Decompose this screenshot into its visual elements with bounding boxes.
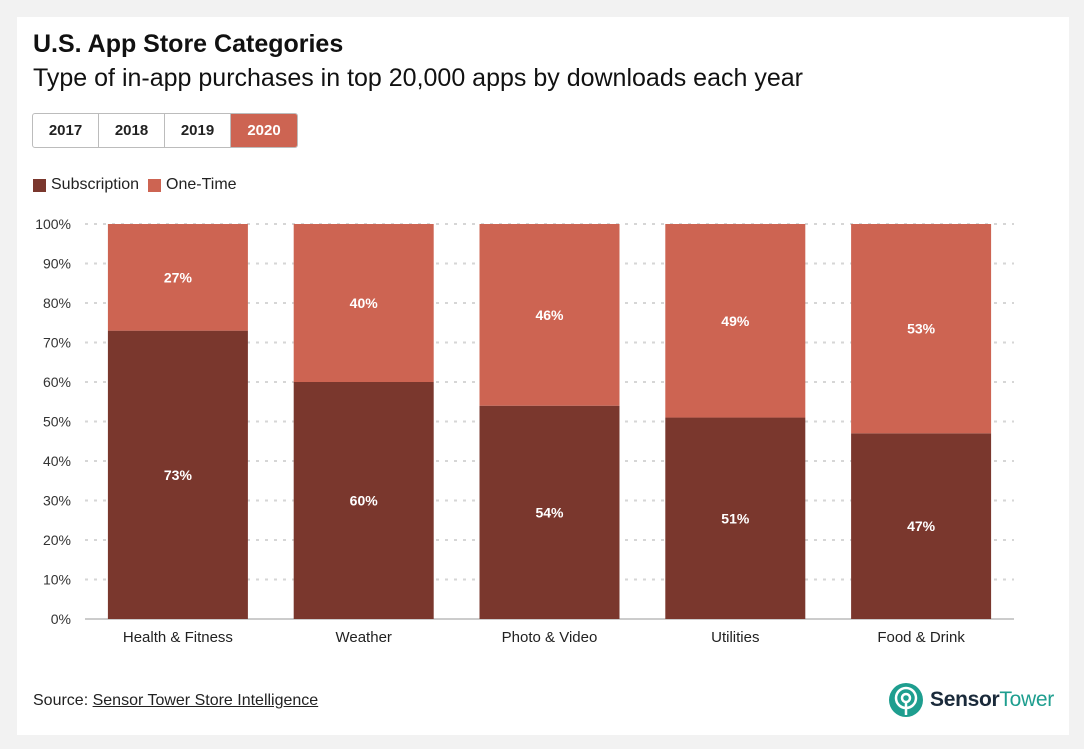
data-label: 49%	[721, 313, 750, 329]
legend-swatch-subscription	[33, 178, 46, 192]
year-tab-group: 2017 2018 2019 2020	[32, 113, 298, 148]
x-tick-label: Photo & Video	[502, 629, 598, 646]
data-label: 47%	[907, 518, 936, 534]
data-label: 53%	[907, 321, 936, 337]
legend-label-subscription: Subscription	[51, 176, 140, 193]
tab-2017[interactable]: 2017	[33, 114, 99, 147]
bar-subscription	[479, 405, 620, 619]
x-tick-label: Weather	[335, 629, 391, 646]
y-tick-label: 80%	[43, 295, 71, 311]
source-line: Source: Sensor Tower Store Intelligence	[33, 692, 318, 710]
chart-subtitle: Type of in-app purchases in top 20,000 a…	[33, 64, 803, 92]
chart-legend: Subscription One-Time	[33, 176, 246, 194]
y-tick-label: 20%	[43, 532, 71, 548]
source-link[interactable]: Sensor Tower Store Intelligence	[92, 692, 319, 709]
legend-swatch-one-time	[148, 178, 162, 192]
data-label: 27%	[164, 269, 193, 285]
data-label: 60%	[350, 493, 379, 509]
tab-2018[interactable]: 2018	[99, 114, 165, 147]
chart-title: U.S. App Store Categories	[33, 30, 344, 58]
legend-item-one-time[interactable]: One-Time	[148, 176, 237, 194]
x-tick-label: Health & Fitness	[123, 629, 233, 646]
bar-subscription	[107, 330, 248, 619]
tab-2019[interactable]: 2019	[165, 114, 231, 147]
y-tick-label: 30%	[43, 493, 71, 509]
bar-subscription	[851, 433, 992, 619]
x-tick-label: Food & Drink	[877, 629, 965, 646]
sensor-tower-logo-icon	[889, 683, 923, 717]
y-tick-label: 100%	[35, 216, 71, 232]
tab-2020[interactable]: 2020	[231, 114, 297, 147]
x-tick-label: Utilities	[711, 629, 759, 646]
data-label: 46%	[535, 307, 564, 323]
data-label: 51%	[721, 510, 750, 526]
y-tick-label: 90%	[43, 256, 71, 272]
legend-item-subscription[interactable]: Subscription	[33, 176, 139, 194]
bar-one-time	[107, 224, 248, 331]
sensor-tower-logo-text: SensorTower	[930, 688, 1054, 711]
y-tick-label: 50%	[43, 414, 71, 430]
y-tick-label: 70%	[43, 335, 71, 351]
sensor-tower-logo[interactable]: SensorTower	[888, 682, 1054, 718]
data-label: 73%	[164, 467, 193, 483]
y-tick-label: 60%	[43, 374, 71, 390]
bar-subscription	[665, 417, 806, 619]
bar-one-time	[479, 224, 620, 406]
y-tick-label: 0%	[51, 611, 71, 627]
bar-subscription	[293, 382, 434, 619]
bar-one-time	[851, 224, 992, 434]
y-tick-label: 10%	[43, 572, 71, 588]
source-prefix: Source:	[33, 692, 89, 709]
bar-one-time	[293, 224, 434, 382]
data-label: 54%	[535, 504, 564, 520]
legend-label-one-time: One-Time	[166, 176, 237, 193]
y-tick-label: 40%	[43, 453, 71, 469]
bar-one-time	[665, 224, 806, 418]
data-label: 40%	[350, 295, 379, 311]
